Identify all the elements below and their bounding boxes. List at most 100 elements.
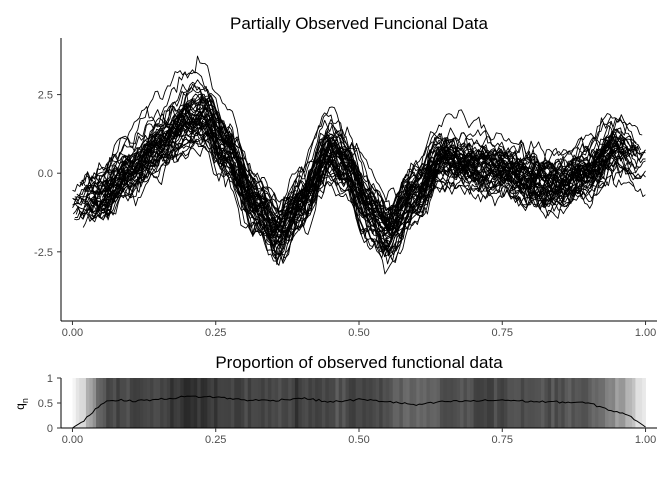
density-strip [79, 378, 83, 428]
density-strip [187, 378, 191, 428]
density-strip [419, 378, 424, 428]
top-y-tick-label: 2.5 [38, 90, 53, 102]
density-strip [628, 378, 633, 428]
bottom-x-tick-label: 0.00 [62, 434, 83, 446]
density-strip [487, 378, 491, 428]
density-strip [591, 378, 596, 428]
density-strip [99, 378, 104, 428]
density-strip [389, 378, 394, 428]
density-strip [635, 378, 640, 428]
density-strip [294, 378, 299, 428]
density-strip [261, 378, 266, 428]
density-strip [503, 378, 508, 428]
density-strip [278, 378, 282, 428]
density-strip [406, 378, 410, 428]
density-strip [281, 378, 286, 428]
density-strip [92, 378, 97, 428]
density-strip [416, 378, 421, 428]
density-strip [372, 378, 377, 428]
density-strip [547, 378, 552, 428]
density-strip [581, 378, 586, 428]
density-strip [264, 378, 269, 428]
density-strip [412, 378, 417, 428]
density-strip [335, 378, 340, 428]
functional-curve [85, 132, 626, 226]
density-strip [379, 378, 383, 428]
density-strip [318, 378, 323, 428]
density-strip [470, 378, 475, 428]
density-strip [133, 378, 137, 428]
density-strip [497, 378, 501, 428]
density-strip [551, 378, 555, 428]
density-strip [227, 378, 232, 428]
top-x-tick-label: 0.00 [62, 327, 83, 339]
density-strip [460, 378, 464, 428]
density-strip [237, 378, 242, 428]
density-strip [234, 378, 239, 428]
density-strip [214, 378, 218, 428]
density-strip [510, 378, 515, 428]
density-strip [611, 378, 616, 428]
functional-curve [86, 116, 640, 266]
observation-density-band [72, 378, 646, 428]
density-strip [301, 378, 306, 428]
density-strip [106, 378, 110, 428]
density-strip [136, 378, 141, 428]
density-strip [527, 378, 532, 428]
bottom-chart-title: Proportion of observed functional data [215, 353, 503, 372]
density-strip [524, 378, 528, 428]
density-strip [594, 378, 599, 428]
density-strip [520, 378, 525, 428]
density-strip [321, 378, 326, 428]
bottom-x-ticks: 0.00 0.25 0.50 0.75 1.00 [62, 428, 656, 446]
density-strip [311, 378, 316, 428]
density-strip [119, 378, 124, 428]
density-strip [456, 378, 461, 428]
density-strip [75, 378, 80, 428]
density-strip [129, 378, 134, 428]
density-strip [362, 378, 367, 428]
density-strip [203, 378, 208, 428]
density-strip [632, 378, 636, 428]
density-strip [146, 378, 151, 428]
density-strip [160, 378, 164, 428]
density-strip [642, 378, 646, 428]
density-strip [608, 378, 613, 428]
density-strip [183, 378, 188, 428]
density-strip [247, 378, 252, 428]
density-strip [308, 378, 313, 428]
top-x-ticks: 0.00 0.25 0.50 0.75 1.00 [62, 321, 656, 339]
bottom-x-tick-label: 0.25 [205, 434, 226, 446]
density-strip [355, 378, 360, 428]
density-strip [156, 378, 161, 428]
bottom-x-tick-label: 0.50 [348, 434, 369, 446]
density-strip [89, 378, 94, 428]
density-strip [601, 378, 606, 428]
density-strip [574, 378, 579, 428]
density-strip [530, 378, 535, 428]
density-strip [143, 378, 148, 428]
density-strip [241, 378, 245, 428]
density-strip [176, 378, 181, 428]
density-strip [443, 378, 448, 428]
density-strip [638, 378, 643, 428]
density-strip [439, 378, 444, 428]
density-strip [345, 378, 350, 428]
top-x-tick-label: 0.75 [492, 327, 513, 339]
density-strip [423, 378, 427, 428]
density-strip [244, 378, 249, 428]
density-strip [605, 378, 609, 428]
density-strip [480, 378, 485, 428]
density-strip [207, 378, 212, 428]
density-strip [85, 378, 90, 428]
density-strip [116, 378, 121, 428]
density-strip [348, 378, 353, 428]
density-strip [544, 378, 549, 428]
density-strip [598, 378, 603, 428]
density-strip [109, 378, 114, 428]
density-strip [463, 378, 468, 428]
functional-curves [72, 55, 646, 275]
density-strip [173, 378, 178, 428]
density-strip [220, 378, 225, 428]
density-strip [126, 378, 131, 428]
